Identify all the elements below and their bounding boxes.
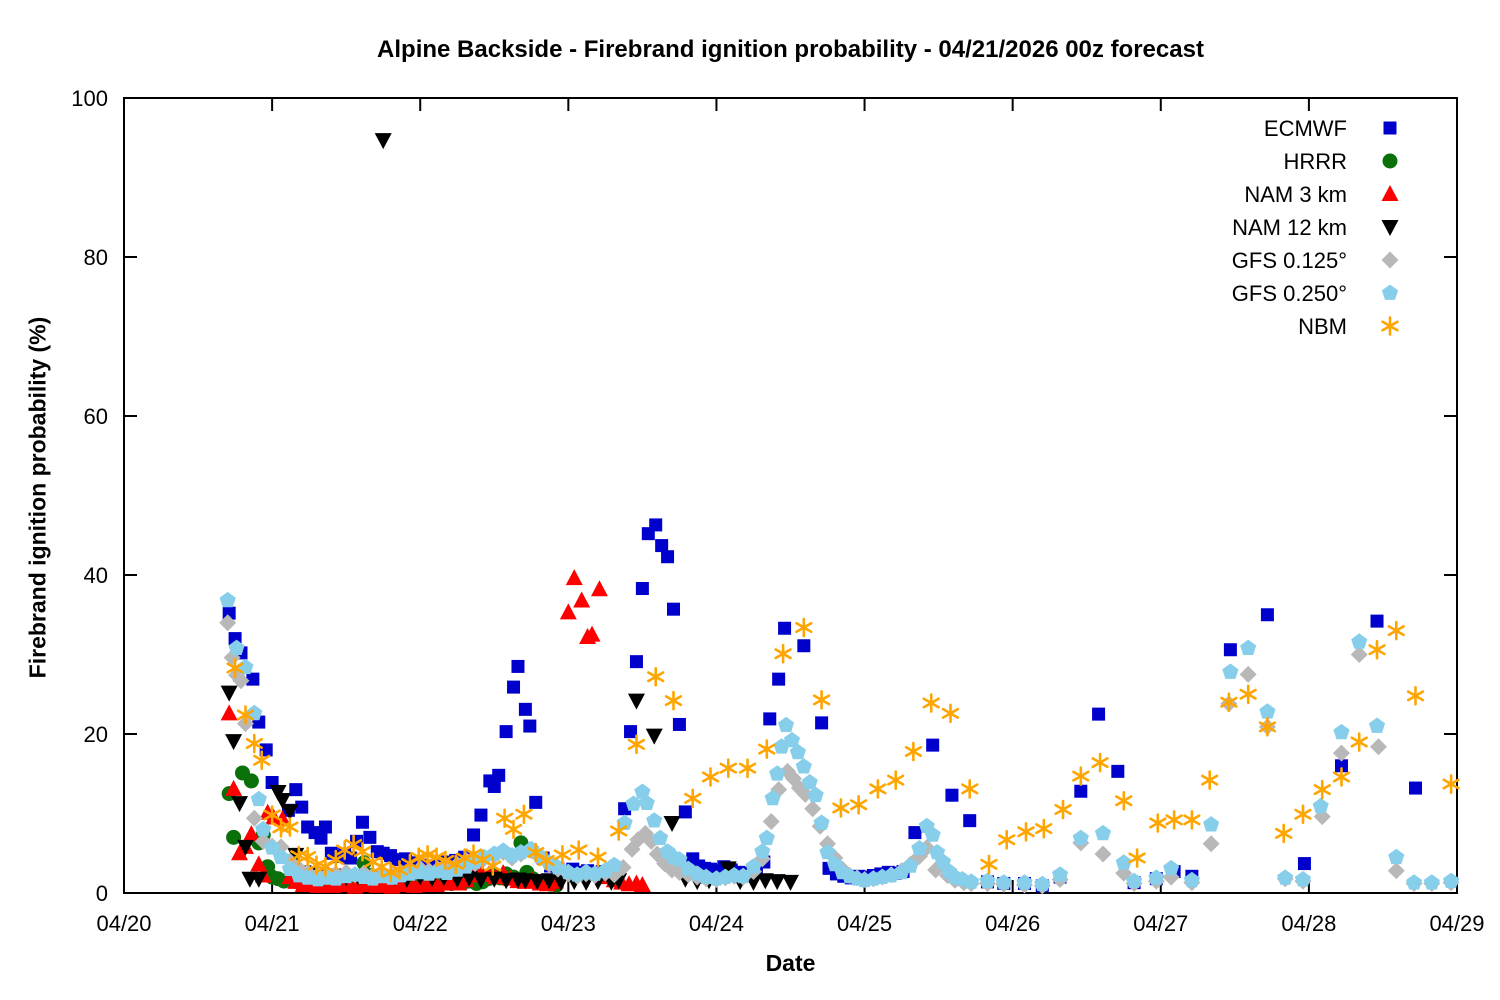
legend-entry-nam-12-km: NAM 12 km (1232, 215, 1399, 240)
x-tick-label: 04/28 (1281, 911, 1336, 936)
series-nbm (226, 617, 1460, 883)
circle-icon (1382, 153, 1398, 169)
y-tick-label: 60 (84, 404, 108, 429)
x-tick-label: 04/23 (541, 911, 596, 936)
chart-title: Alpine Backside - Firebrand ignition pro… (377, 36, 1204, 63)
square-icon (1383, 121, 1397, 135)
legend-label: NBM (1298, 314, 1347, 339)
x-tick-label: 04/21 (245, 911, 300, 936)
y-tick-label: 80 (84, 245, 108, 270)
axes: 0 20 40 60 80 100 04/20 04/21 04/22 04/23 04/24 04/… (71, 86, 1484, 936)
y-tick-label: 0 (96, 881, 108, 906)
x-tick-label: 04/29 (1429, 911, 1484, 936)
plot-frame (123, 97, 1458, 894)
legend-label: NAM 3 km (1244, 182, 1347, 207)
x-tick-label: 04/24 (689, 911, 744, 936)
y-tick-label: 20 (84, 722, 108, 747)
x-tick-label: 04/25 (837, 911, 892, 936)
asterisk-icon (1381, 316, 1399, 336)
pentagon-icon (1381, 284, 1399, 300)
x-tick-label: 04/27 (1133, 911, 1188, 936)
y-tick-label: 40 (84, 563, 108, 588)
legend-entry-hrrr: HRRR (1283, 149, 1398, 174)
legend-entry-nbm: NBM (1298, 314, 1399, 339)
series-gfs-0-250 (219, 591, 1460, 892)
x-tick-label: 04/26 (985, 911, 1040, 936)
legend-label: HRRR (1283, 149, 1347, 174)
legend-entry-nam-3-km: NAM 3 km (1244, 182, 1399, 207)
legend: ECMWF HRRR NAM 3 km NAM 12 km GFS 0.125° GFS … (1232, 116, 1399, 339)
y-tick-label: 100 (71, 86, 108, 111)
legend-label: GFS 0.125° (1232, 248, 1347, 273)
triangle-up-icon (1381, 185, 1399, 201)
legend-label: NAM 12 km (1232, 215, 1347, 240)
triangle-down-icon (1381, 220, 1399, 236)
x-axis-label: Date (765, 950, 816, 976)
legend-entry-gfs-0-125: GFS 0.125° (1232, 248, 1399, 273)
legend-entry-ecmwf: ECMWF (1264, 116, 1397, 141)
diamond-icon (1381, 251, 1399, 269)
legend-label: ECMWF (1264, 116, 1347, 141)
x-tick-label: 04/22 (393, 911, 448, 936)
legend-label: GFS 0.250° (1232, 281, 1347, 306)
x-tick-label: 04/20 (96, 911, 151, 936)
legend-entry-gfs-0-250: GFS 0.250° (1232, 281, 1399, 306)
